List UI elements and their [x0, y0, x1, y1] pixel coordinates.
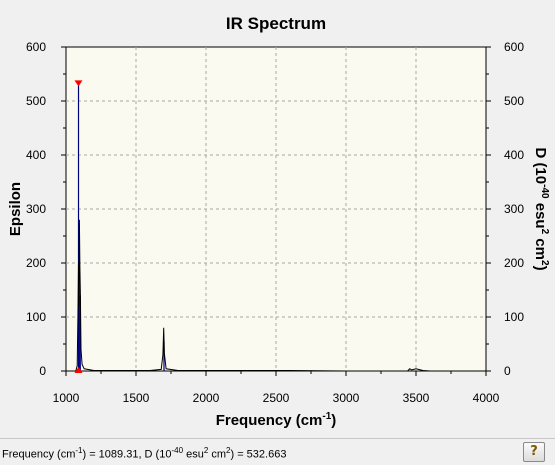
y-tick-label-right: 200 [504, 256, 524, 270]
y-tick-label-right: 0 [504, 364, 511, 378]
y-tick-label-right: 600 [504, 40, 524, 54]
y-axis-label-right-part: cm [532, 234, 549, 260]
y-tick-label-left: 200 [26, 256, 46, 270]
y-axis-label-right-part: ) [532, 266, 549, 271]
status-d-unit: esu [183, 448, 204, 461]
y-tick-label-left: 100 [26, 310, 46, 324]
y-tick-label-right: 100 [504, 310, 524, 324]
x-tick-label: 1000 [53, 391, 80, 405]
x-tick-label: 3000 [333, 391, 360, 405]
status-bar: Frequency (cm-1) = 1089.31, D (10-40 esu… [0, 438, 555, 465]
y-tick-label-left: 500 [26, 94, 46, 108]
status-d-unit-end: cm [208, 448, 227, 461]
y-axis-label-right-part: esu [532, 199, 549, 229]
x-tick-label: 3500 [403, 391, 430, 405]
y-axis-label-right: D (10-40 esu2 cm2) [532, 147, 550, 270]
y-tick-label-right: 300 [504, 202, 524, 216]
x-tick-label: 4000 [473, 391, 500, 405]
status-d-unit-end-exp: 2 [226, 446, 231, 455]
axes-layer: 1000 1500 2000 2500 3000 3500 4000010020030040… [26, 40, 524, 405]
y-tick-label-right: 400 [504, 148, 524, 162]
y-axis-label-left: Epsilon [7, 182, 24, 236]
ir-spectrum-chart[interactable]: IR Spectrum 1000 1500 2000 2500 3000 3500 4000… [0, 0, 555, 438]
y-tick-label-left: 600 [26, 40, 46, 54]
x-tick-label: 2500 [263, 391, 290, 405]
x-axis-label-part: Frequency (cm [216, 412, 323, 429]
y-tick-label-left: 300 [26, 202, 46, 216]
x-axis-label-part: ) [331, 412, 336, 429]
status-d-exp: -40 [171, 446, 184, 455]
status-readout: Frequency (cm-1) = 1089.31, D (10-40 esu… [2, 446, 286, 461]
chart-title: IR Spectrum [226, 14, 326, 33]
help-button[interactable]: ? [523, 442, 545, 462]
status-frequency-exp: -1 [75, 446, 83, 455]
spectrum-layer [66, 80, 486, 373]
status-d-value: ) = 532.663 [230, 448, 287, 461]
selected-peak-marker-top [74, 80, 83, 87]
grid-lines [66, 47, 486, 371]
question-help-icon: ? [530, 444, 538, 459]
ir-spectrum-plot-window: IR Spectrum 1000 1500 2000 2500 3000 3500 4000… [0, 0, 555, 438]
x-axis-label-exp: -1 [322, 411, 331, 422]
y-tick-label-right: 500 [504, 94, 524, 108]
status-frequency-label: Frequency (cm [2, 448, 76, 461]
spectrum-line [66, 219, 486, 372]
selected-peak-marker-bottom [74, 367, 83, 373]
x-axis-label: Frequency (cm-1) [216, 411, 337, 429]
status-d-unit-exp: 2 [203, 446, 209, 455]
x-tick-label: 1500 [123, 391, 150, 405]
x-tick-label: 2000 [193, 391, 220, 405]
status-frequency-value: ) = 1089.31, D (10 [82, 448, 172, 461]
y-axis-label-right-part: D (10 [532, 147, 549, 184]
y-tick-label-left: 400 [26, 148, 46, 162]
y-axis-label-right-exp: 2 [539, 229, 550, 235]
y-axis-label-right-exp: -40 [539, 184, 550, 199]
y-tick-label-left: 0 [39, 364, 46, 378]
y-axis-label-right-exp: 2 [539, 260, 550, 266]
